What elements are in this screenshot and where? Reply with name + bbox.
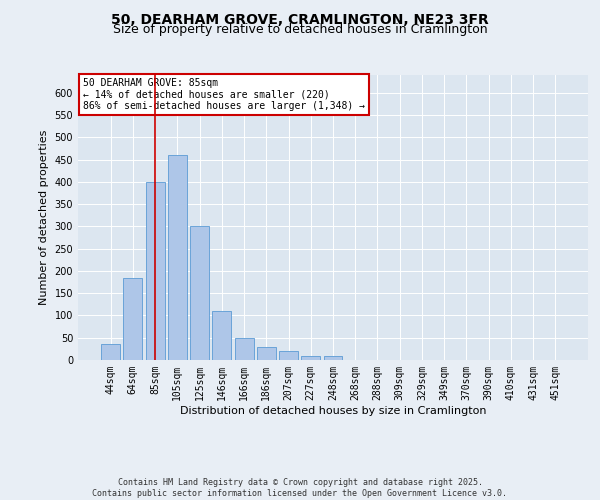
Text: Contains HM Land Registry data © Crown copyright and database right 2025.
Contai: Contains HM Land Registry data © Crown c…	[92, 478, 508, 498]
Bar	[235, 338, 254, 360]
Bar	[168, 155, 187, 360]
Text: 50, DEARHAM GROVE, CRAMLINGTON, NE23 3FR: 50, DEARHAM GROVE, CRAMLINGTON, NE23 3FR	[111, 12, 489, 26]
Bar	[101, 344, 120, 360]
Bar	[190, 226, 209, 360]
Bar	[146, 182, 164, 360]
X-axis label: Distribution of detached houses by size in Cramlington: Distribution of detached houses by size …	[180, 406, 486, 415]
Bar	[301, 356, 320, 360]
Bar	[257, 346, 276, 360]
Y-axis label: Number of detached properties: Number of detached properties	[39, 130, 49, 305]
Text: 50 DEARHAM GROVE: 85sqm
← 14% of detached houses are smaller (220)
86% of semi-d: 50 DEARHAM GROVE: 85sqm ← 14% of detache…	[83, 78, 365, 111]
Bar	[279, 351, 298, 360]
Text: Size of property relative to detached houses in Cramlington: Size of property relative to detached ho…	[113, 22, 487, 36]
Bar	[124, 278, 142, 360]
Bar	[323, 356, 343, 360]
Bar	[212, 311, 231, 360]
